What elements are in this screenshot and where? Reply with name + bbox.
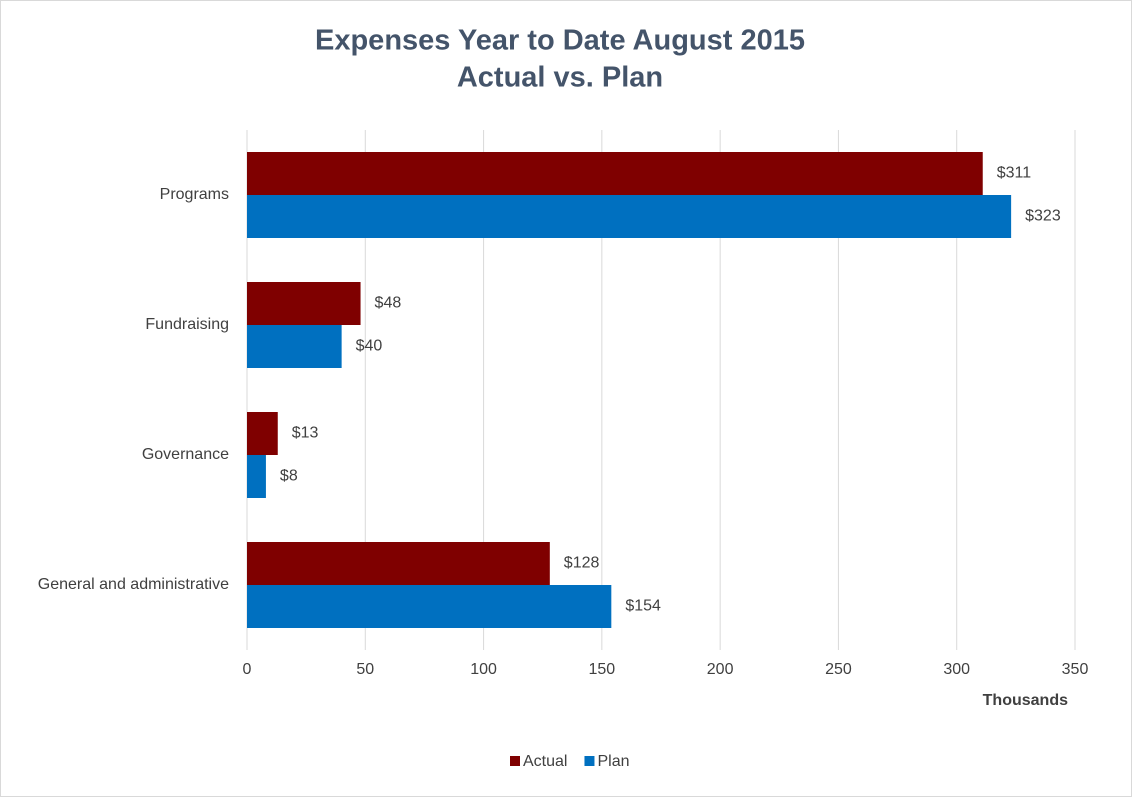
chart-subtitle: Actual vs. Plan [457, 62, 663, 94]
bar [247, 195, 1012, 238]
x-tick-label: 300 [943, 661, 970, 678]
bar [247, 455, 266, 498]
bar [247, 412, 278, 455]
bar [247, 325, 342, 368]
x-tick-label: 50 [356, 661, 374, 678]
data-label: $154 [625, 598, 661, 615]
y-tick-label: Programs [160, 186, 229, 203]
y-tick-label: Fundraising [145, 316, 229, 333]
x-tick-label: 250 [825, 661, 852, 678]
data-label: $8 [280, 468, 298, 485]
bar [247, 585, 612, 628]
data-label: $128 [564, 555, 600, 572]
data-label: $311 [997, 165, 1032, 182]
legend-label: Plan [597, 753, 629, 770]
x-tick-label: 350 [1062, 661, 1089, 678]
legend-label: Actual [523, 753, 567, 770]
data-label: $323 [1025, 208, 1061, 225]
y-tick-label: General and administrative [38, 576, 229, 593]
bar [247, 152, 983, 195]
x-tick-label: 200 [707, 661, 734, 678]
bar [247, 542, 550, 585]
legend-swatch [584, 756, 595, 766]
data-label: $40 [356, 338, 383, 355]
data-label: $48 [375, 295, 402, 312]
x-tick-label: 0 [243, 661, 252, 678]
bar [247, 282, 361, 325]
x-tick-label: 150 [589, 661, 616, 678]
data-label: $13 [292, 425, 319, 442]
chart-title: Expenses Year to Date August 2015 [315, 25, 805, 57]
legend-swatch [510, 756, 520, 766]
y-tick-label: Governance [142, 446, 229, 463]
x-axis-label: Thousands [983, 692, 1068, 709]
x-tick-label: 100 [470, 661, 497, 678]
